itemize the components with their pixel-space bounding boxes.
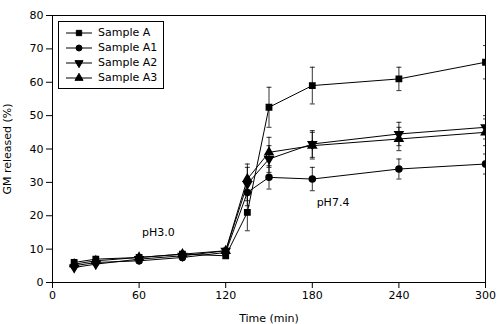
svg-text:180: 180 — [302, 289, 323, 302]
svg-text:300: 300 — [475, 289, 496, 302]
svg-text:80: 80 — [30, 9, 44, 22]
svg-text:0: 0 — [49, 289, 56, 302]
svg-text:120: 120 — [215, 289, 236, 302]
svg-text:30: 30 — [30, 176, 44, 189]
svg-text:40: 40 — [30, 143, 44, 156]
svg-text:GM released (%): GM released (%) — [1, 103, 14, 194]
html-text:Sample A: Sample A — [98, 26, 151, 39]
svg-text:20: 20 — [30, 209, 44, 222]
svg-text:Time (min): Time (min) — [238, 312, 299, 324]
svg-text:pH7.4: pH7.4 — [317, 196, 350, 209]
svg-text:pH3.0: pH3.0 — [142, 226, 175, 239]
svg-text:50: 50 — [30, 109, 44, 122]
html-text:Sample A3: Sample A3 — [98, 71, 158, 84]
svg-text:240: 240 — [388, 289, 409, 302]
svg-text:60: 60 — [132, 289, 146, 302]
html-text:Sample A2: Sample A2 — [98, 56, 158, 69]
svg-text:70: 70 — [30, 42, 44, 55]
html-text:Sample A1: Sample A1 — [98, 41, 158, 54]
svg-text:10: 10 — [30, 243, 44, 256]
svg-text:60: 60 — [30, 76, 44, 89]
svg-text:0: 0 — [37, 276, 44, 289]
